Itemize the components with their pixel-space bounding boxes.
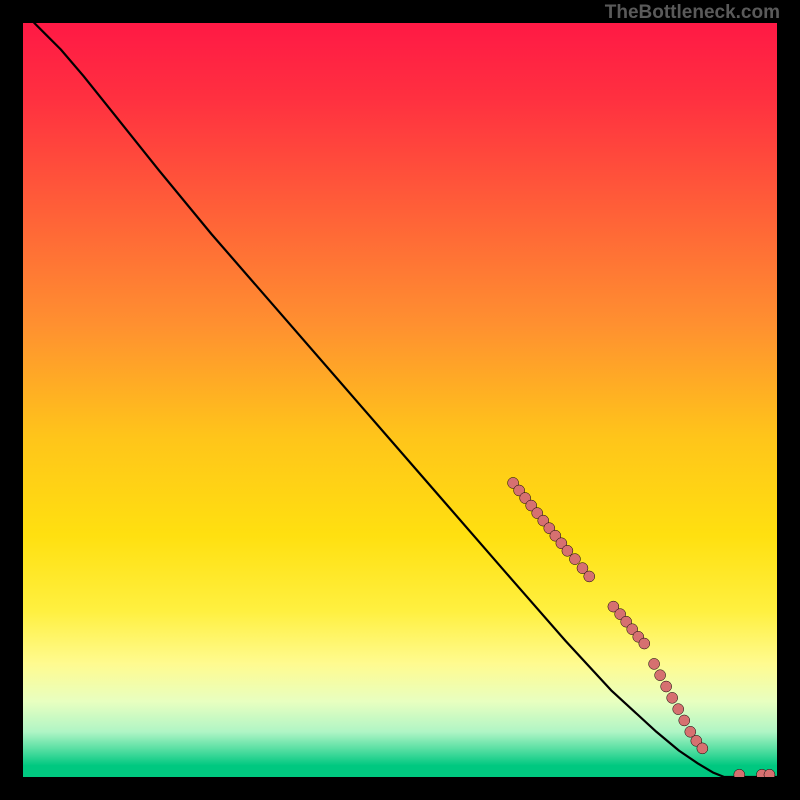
data-marker bbox=[639, 638, 650, 649]
data-marker bbox=[679, 715, 690, 726]
data-marker bbox=[697, 743, 708, 754]
watermark-text: TheBottleneck.com bbox=[605, 2, 780, 24]
chart-background bbox=[23, 23, 777, 777]
data-marker bbox=[667, 692, 678, 703]
data-marker bbox=[584, 571, 595, 582]
chart-frame: TheBottleneck.com bbox=[0, 0, 800, 800]
chart-svg bbox=[23, 23, 777, 777]
plot-area bbox=[23, 23, 777, 777]
data-marker bbox=[562, 545, 573, 556]
data-marker bbox=[569, 554, 580, 565]
data-marker bbox=[661, 681, 672, 692]
data-marker bbox=[673, 704, 684, 715]
data-marker bbox=[655, 670, 666, 681]
data-marker bbox=[649, 658, 660, 669]
